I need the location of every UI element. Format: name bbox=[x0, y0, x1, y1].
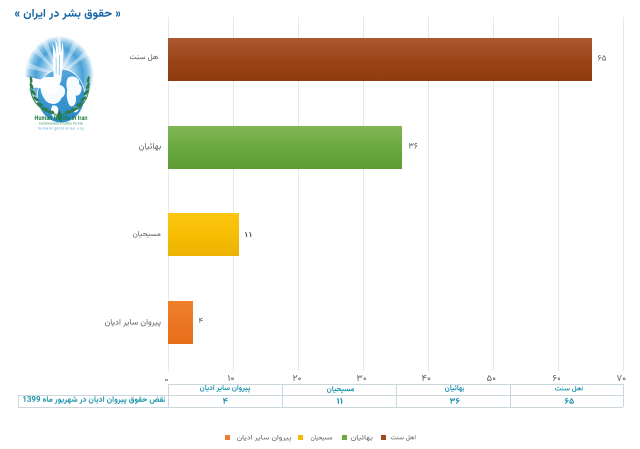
svg-text:Consciousness & Justice For Ir: Consciousness & Justice For Iran bbox=[39, 121, 84, 125]
svg-text:Human Rights in Iran: Human Rights in Iran bbox=[35, 116, 89, 122]
svg-text:humanrightsiniran.org: humanrightsiniran.org bbox=[38, 126, 84, 130]
